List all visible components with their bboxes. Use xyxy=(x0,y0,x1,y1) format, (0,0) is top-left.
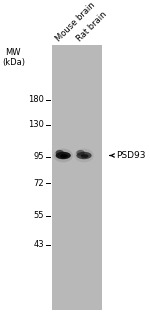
Text: PSD93: PSD93 xyxy=(117,151,146,160)
Bar xyxy=(52,45,102,310)
Text: Rat brain: Rat brain xyxy=(75,10,108,44)
Text: 95: 95 xyxy=(33,152,44,161)
Ellipse shape xyxy=(56,152,71,159)
Text: Mouse brain: Mouse brain xyxy=(54,1,97,44)
Text: 180: 180 xyxy=(28,95,44,104)
Ellipse shape xyxy=(76,150,85,156)
Ellipse shape xyxy=(76,152,92,159)
Ellipse shape xyxy=(54,149,73,162)
Ellipse shape xyxy=(74,149,94,162)
Text: 72: 72 xyxy=(33,179,44,188)
Text: MW
(kDa): MW (kDa) xyxy=(2,48,25,67)
Ellipse shape xyxy=(56,150,64,156)
Ellipse shape xyxy=(81,154,88,158)
Text: 55: 55 xyxy=(33,211,44,220)
Text: 43: 43 xyxy=(33,240,44,249)
Ellipse shape xyxy=(60,154,68,158)
Text: 130: 130 xyxy=(28,120,44,129)
